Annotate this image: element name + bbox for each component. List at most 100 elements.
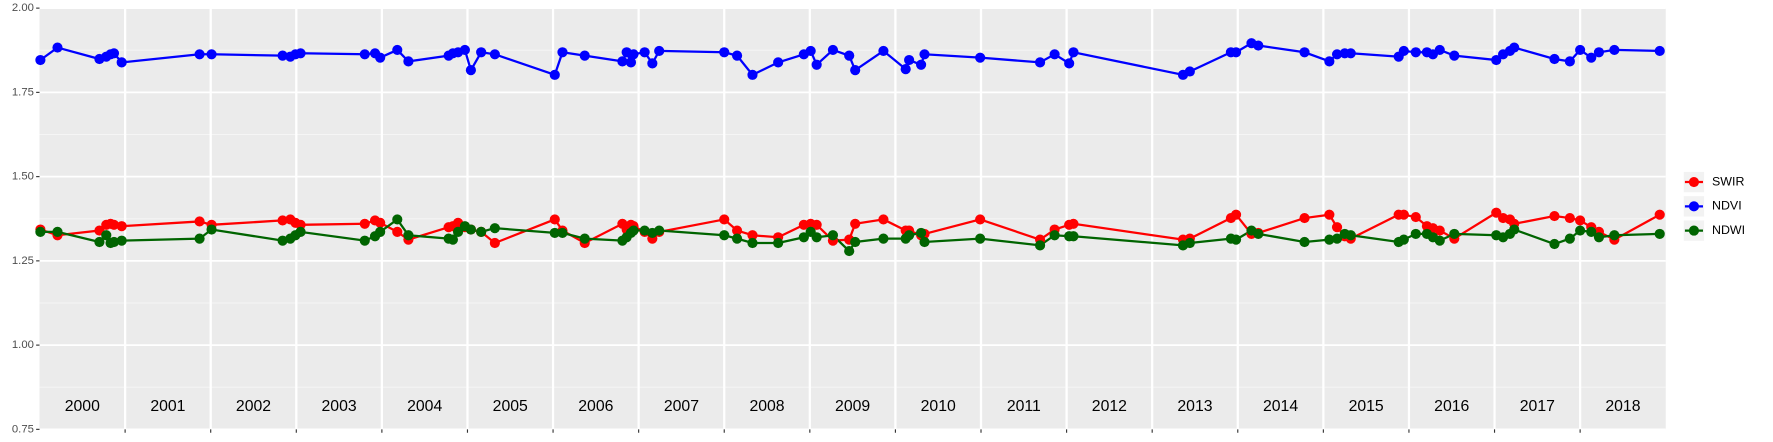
point [476, 226, 487, 237]
point [392, 44, 403, 55]
point [827, 44, 839, 55]
point [277, 215, 288, 226]
point [206, 224, 217, 235]
point [1064, 58, 1075, 69]
point [850, 65, 861, 76]
point [1654, 209, 1665, 220]
point [654, 45, 665, 57]
point [1575, 225, 1586, 236]
point [35, 54, 46, 66]
point [919, 236, 930, 248]
point [900, 64, 911, 75]
legend-point [1688, 201, 1700, 212]
point [1449, 50, 1460, 61]
point [1609, 44, 1620, 55]
year-label: 2014 [1263, 398, 1298, 415]
y-tick-label: 1.50 [12, 171, 34, 183]
point [1299, 212, 1310, 224]
point [654, 225, 665, 236]
point [975, 52, 986, 63]
point [811, 219, 822, 230]
point [465, 224, 476, 235]
point [719, 214, 730, 225]
point [1049, 230, 1060, 241]
point [1434, 235, 1445, 246]
point [904, 230, 915, 241]
point [1398, 234, 1409, 245]
point [731, 225, 743, 236]
point [1410, 211, 1421, 223]
point [975, 233, 986, 244]
point [1586, 226, 1597, 237]
year-label: 2008 [749, 398, 784, 415]
point [639, 47, 650, 58]
point [108, 236, 120, 248]
year-label: 2004 [407, 398, 442, 415]
point [747, 230, 758, 241]
point [1324, 56, 1335, 67]
point [811, 59, 822, 70]
point [375, 217, 386, 228]
point [1575, 44, 1586, 55]
point [1410, 228, 1421, 239]
point [108, 219, 120, 230]
y-tick-label: 2.00 [12, 2, 34, 14]
legend-label: NDVI [1712, 199, 1742, 213]
point [403, 56, 414, 67]
legend-label: NDWI [1712, 223, 1745, 237]
point [447, 234, 459, 245]
point [919, 49, 930, 60]
point [1331, 49, 1343, 60]
point [1593, 47, 1605, 58]
point [1324, 234, 1335, 245]
point [392, 214, 403, 225]
legend-point [1688, 225, 1700, 236]
point [617, 56, 628, 67]
point [850, 218, 861, 229]
point [277, 235, 288, 246]
point [557, 227, 568, 238]
point [35, 226, 46, 237]
point [904, 54, 915, 66]
point [194, 233, 205, 244]
point [359, 49, 370, 60]
point [805, 45, 816, 57]
point [773, 57, 784, 68]
point [549, 214, 560, 225]
point [295, 219, 306, 230]
point [1609, 230, 1620, 241]
point [916, 227, 927, 238]
point [94, 236, 105, 248]
point [1398, 209, 1409, 220]
point [811, 232, 822, 243]
point [628, 225, 639, 236]
point [1034, 57, 1046, 68]
point [579, 50, 590, 61]
point [1184, 237, 1195, 249]
point [452, 226, 464, 237]
point [1410, 47, 1421, 58]
year-label: 2015 [1349, 398, 1384, 415]
point [747, 69, 758, 80]
point [719, 47, 730, 58]
legend-point [1688, 176, 1700, 188]
point [1345, 230, 1356, 241]
point [295, 226, 306, 237]
point [557, 47, 568, 58]
point [639, 225, 650, 236]
point [489, 237, 500, 249]
point [489, 49, 500, 60]
point [1331, 233, 1343, 244]
point [1509, 224, 1520, 235]
point [1586, 52, 1597, 63]
point [1564, 212, 1575, 224]
point [1564, 233, 1575, 244]
point [116, 221, 127, 232]
point [916, 59, 927, 70]
year-label: 2009 [835, 398, 870, 415]
point [459, 44, 470, 55]
point [579, 233, 590, 244]
point [1491, 207, 1502, 218]
point [1575, 215, 1586, 226]
